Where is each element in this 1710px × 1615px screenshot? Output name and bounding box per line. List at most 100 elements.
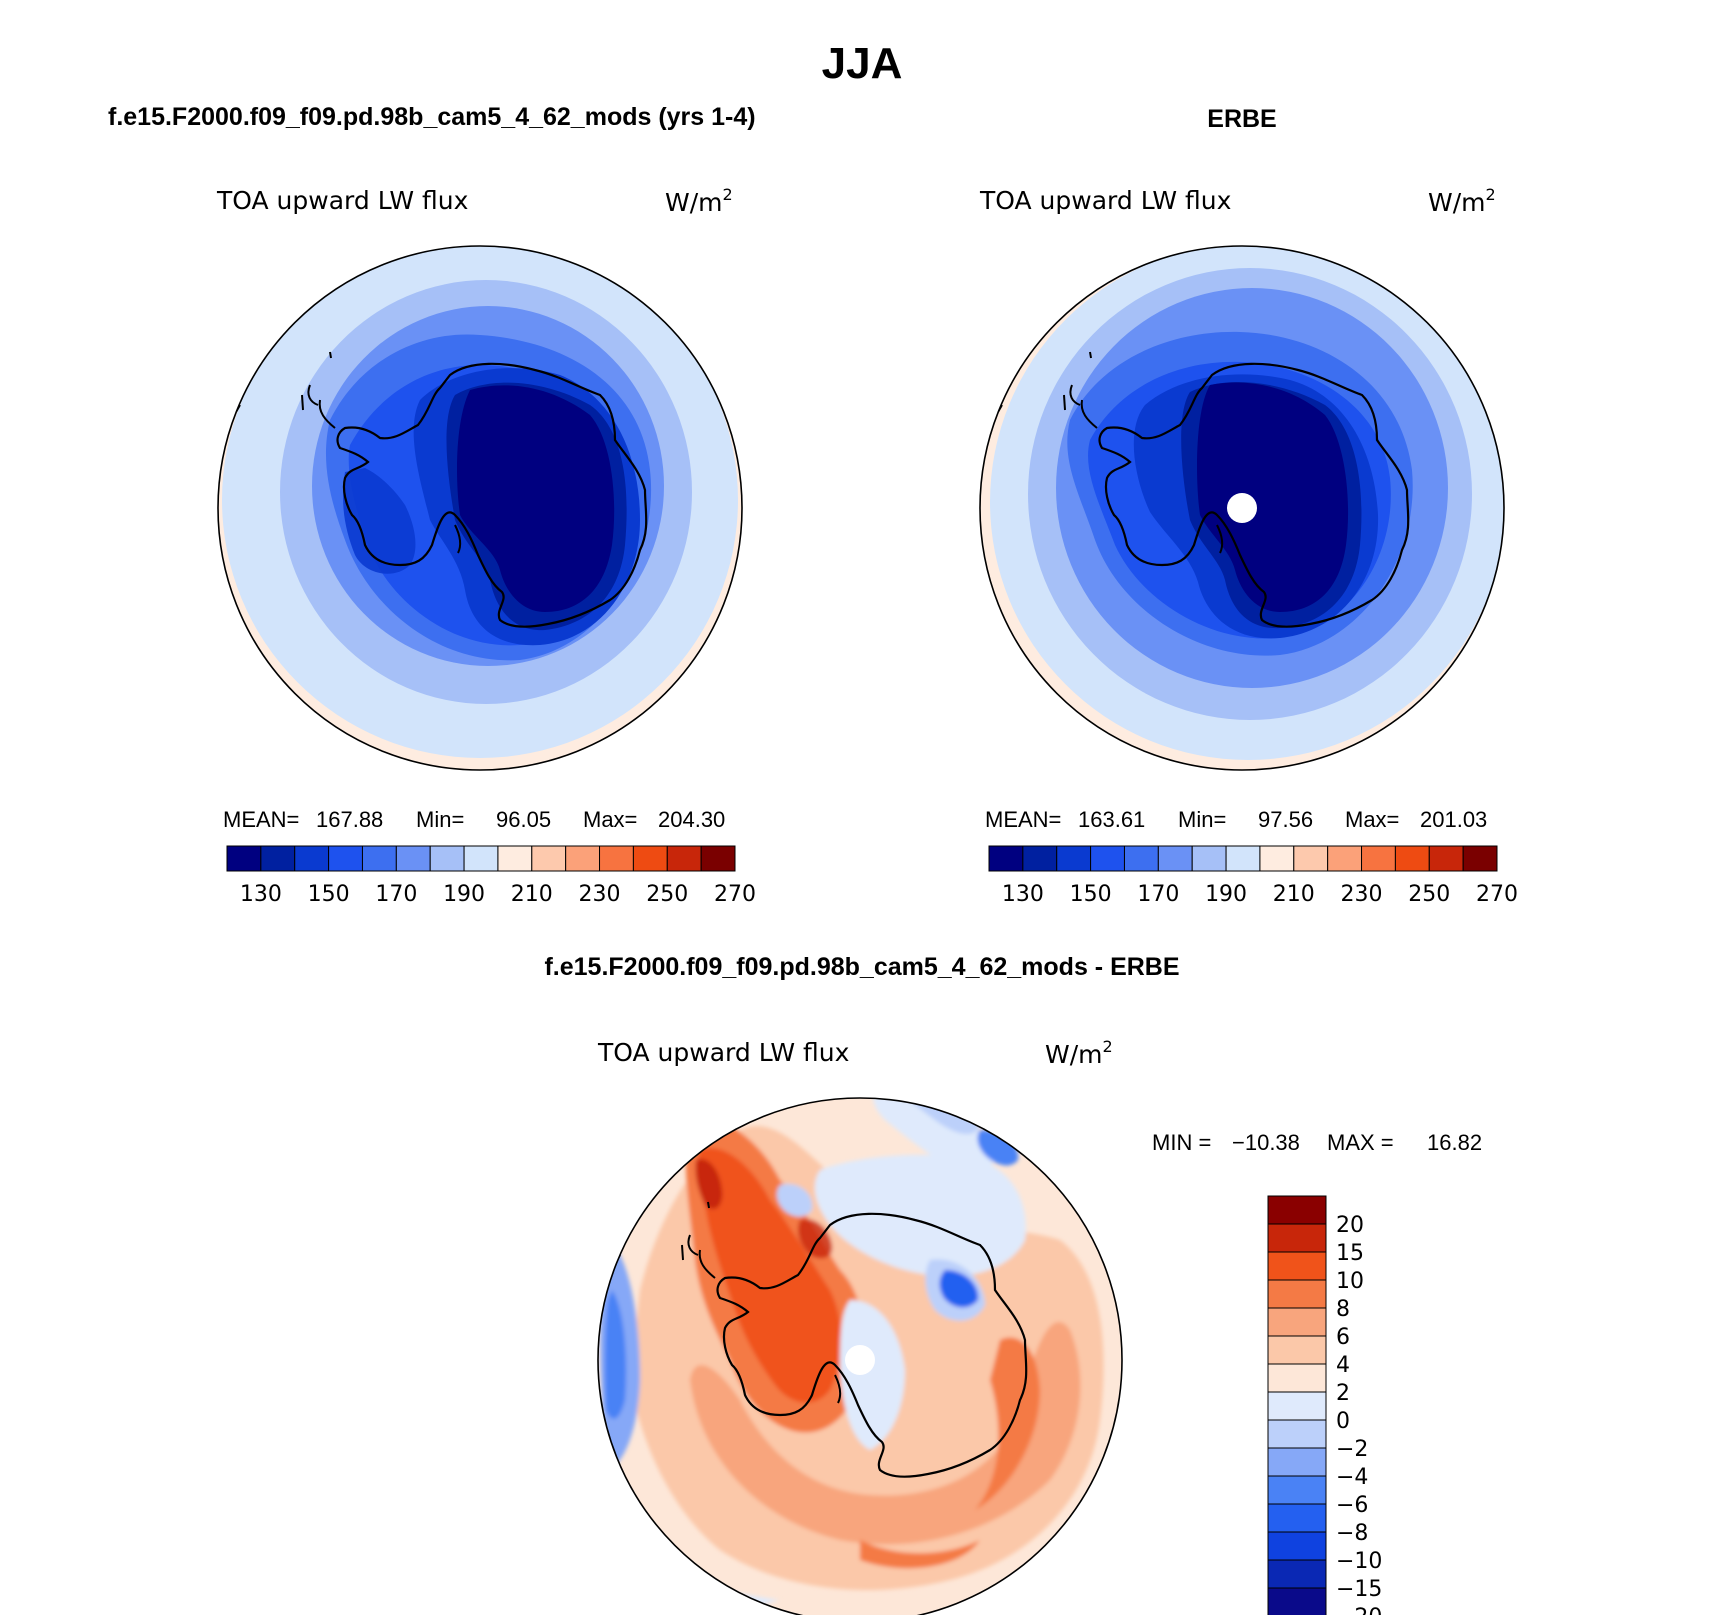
panel-model-header: f.e15.F2000.f09_f09.pd.98b_cam5_4_62_mod… (108, 103, 756, 131)
panel-obs-colorbar-label: 210 (1273, 882, 1315, 907)
panel-obs-header: ERBE (1207, 105, 1276, 133)
panel-model-map (218, 246, 742, 770)
panel-diff-colorbar-swatch (1267, 1251, 1327, 1281)
panel-diff-colorbar-label: −6 (1336, 1493, 1368, 1518)
panel-diff-colorbar-swatch (1267, 1475, 1327, 1505)
panel-model-colorbar-label: 150 (308, 882, 350, 907)
panel-diff-colorbar-swatch (1267, 1587, 1327, 1615)
panel-diff-pole-hole (845, 1345, 875, 1375)
panel-obs-colorbar-swatch (988, 845, 1024, 872)
panel-diff-colorbar-label: 6 (1336, 1325, 1350, 1350)
panel-obs-colorbar-swatch (1191, 845, 1227, 872)
panel-diff-colorbar-swatch (1267, 1531, 1327, 1561)
panel-model-min-value: 96.05 (496, 807, 551, 832)
panel-model-colorbar-swatch (599, 845, 634, 872)
panel-model-colorbar-label: 250 (646, 882, 688, 907)
panel-model-colorbar-swatch (395, 845, 431, 872)
panel-model-mean-label: MEAN= (223, 807, 299, 832)
panel-model-colorbar-label: 210 (511, 882, 553, 907)
panel-diff-header: f.e15.F2000.f09_f09.pd.98b_cam5_4_62_mod… (544, 953, 1179, 981)
figure-title: JJA (822, 39, 903, 88)
panel-model-colorbar-label: 230 (579, 882, 621, 907)
panel-obs-colorbar: 130 150 170 190 210 230 250 270 (988, 845, 1518, 907)
panel-obs-colorbar-swatch (1361, 845, 1396, 872)
panel-diff-colorbar-label: −2 (1336, 1437, 1368, 1462)
panel-obs-min-value: 97.56 (1258, 807, 1313, 832)
panel-diff-colorbar-label: −8 (1336, 1521, 1368, 1546)
panel-obs-pole-hole (1227, 493, 1257, 523)
panel-diff-colorbar-swatch (1267, 1195, 1327, 1225)
panel-model-colorbar: 130 150 170 190 210 230 250 270 (226, 845, 756, 907)
panel-model-colorbar-label: 130 (240, 882, 282, 907)
panel-obs-colorbar-swatch (1428, 845, 1464, 872)
panel-model-colorbar-label: 190 (443, 882, 485, 907)
panel-obs-colorbar-swatch (1462, 845, 1498, 872)
panel-diff-variable: TOA upward LW flux (597, 1038, 849, 1067)
panel-diff-colorbar-swatch (1267, 1391, 1327, 1421)
panel-diff: f.e15.F2000.f09_f09.pd.98b_cam5_4_62_mod… (544, 953, 1482, 1615)
panel-obs-colorbar-label: 130 (1002, 882, 1044, 907)
panel-model: f.e15.F2000.f09_f09.pd.98b_cam5_4_62_mod… (108, 103, 756, 907)
panel-model-min-label: Min= (416, 807, 464, 832)
panel-obs-min-label: Min= (1178, 807, 1226, 832)
panel-model-colorbar-swatch (565, 845, 601, 872)
panel-obs-variable: TOA upward LW flux (979, 186, 1231, 215)
panel-diff-colorbar-swatch (1267, 1307, 1327, 1337)
panel-diff-colorbar-label: 8 (1336, 1297, 1350, 1322)
panel-diff-colorbar-swatch (1267, 1447, 1327, 1477)
panel-diff-colorbar-label: 10 (1336, 1269, 1364, 1294)
panel-diff-units: W/m2 (1045, 1037, 1113, 1069)
panel-model-colorbar-swatch (700, 845, 736, 872)
panel-diff-colorbar-label: 15 (1336, 1241, 1364, 1266)
panel-model-max-value: 204.30 (658, 807, 725, 832)
panel-diff-colorbar-label: 2 (1336, 1381, 1350, 1406)
panel-diff-colorbar-swatch (1267, 1419, 1327, 1449)
panel-model-colorbar-swatch (497, 845, 533, 872)
panel-diff-colorbar-swatch (1267, 1335, 1327, 1365)
panel-model-colorbar-swatch (463, 845, 499, 872)
panel-obs-units: W/m2 (1428, 185, 1496, 217)
panel-obs-stats: MEAN= 163.61 Min= 97.56 Max= 201.03 (985, 807, 1487, 832)
panel-diff-colorbar-swatch (1267, 1363, 1327, 1393)
panel-diff-max-value: 16.82 (1427, 1130, 1482, 1155)
panel-model-colorbar-label: 270 (714, 882, 756, 907)
panel-obs-colorbar-swatch (1157, 845, 1193, 872)
panel-model-colorbar-swatch (632, 845, 668, 872)
panel-obs-colorbar-swatch (1293, 845, 1329, 872)
panel-diff-colorbar-swatch (1267, 1503, 1327, 1533)
panel-obs-mean-label: MEAN= (985, 807, 1061, 832)
panel-model-stats: MEAN= 167.88 Min= 96.05 Max= 204.30 (223, 807, 725, 832)
panel-diff-colorbar-label: 4 (1336, 1353, 1350, 1378)
panel-obs-colorbar-label: 190 (1205, 882, 1247, 907)
panel-obs-colorbar-label: 170 (1137, 882, 1179, 907)
panel-obs-map-border (979, 245, 1505, 771)
panel-diff-colorbar-swatch (1267, 1223, 1327, 1253)
panel-obs-colorbar-swatch (1090, 845, 1125, 872)
panel-diff-colorbar-swatch (1267, 1559, 1327, 1589)
panel-obs-colorbar-label: 230 (1341, 882, 1383, 907)
panel-diff-colorbar-label: 0 (1336, 1409, 1350, 1434)
panel-diff-colorbar-label: −4 (1336, 1465, 1368, 1490)
panel-model-colorbar-swatch (361, 845, 397, 872)
panel-model-colorbar-swatch (260, 845, 296, 872)
panel-model-mean-value: 167.88 (316, 807, 383, 832)
panel-obs-colorbar-label: 250 (1408, 882, 1450, 907)
panel-diff-colorbar-label: −20 (1336, 1605, 1382, 1615)
panel-obs-max-label: Max= (1345, 807, 1399, 832)
panel-obs-colorbar-swatch (1394, 845, 1430, 872)
panel-model-colorbar-swatch (328, 845, 363, 872)
panel-model-units: W/m2 (665, 185, 733, 217)
panel-obs-mean-value: 163.61 (1078, 807, 1145, 832)
panel-obs-colorbar-swatch (1123, 845, 1159, 872)
panel-obs-colorbar-label: 150 (1070, 882, 1112, 907)
panel-model-variable: TOA upward LW flux (216, 186, 468, 215)
panel-obs: ERBE TOA upward LW flux W/m2 MEAN= 163.6… (979, 105, 1518, 907)
panel-model-colorbar-swatch (294, 845, 330, 872)
panel-obs-colorbar-swatch (1225, 845, 1261, 872)
panel-diff-colorbar-label: 20 (1336, 1213, 1364, 1238)
panel-obs-colorbar-label: 270 (1476, 882, 1518, 907)
panel-diff-colorbar-swatch (1267, 1279, 1327, 1309)
panel-obs-colorbar-swatch (1022, 845, 1058, 872)
